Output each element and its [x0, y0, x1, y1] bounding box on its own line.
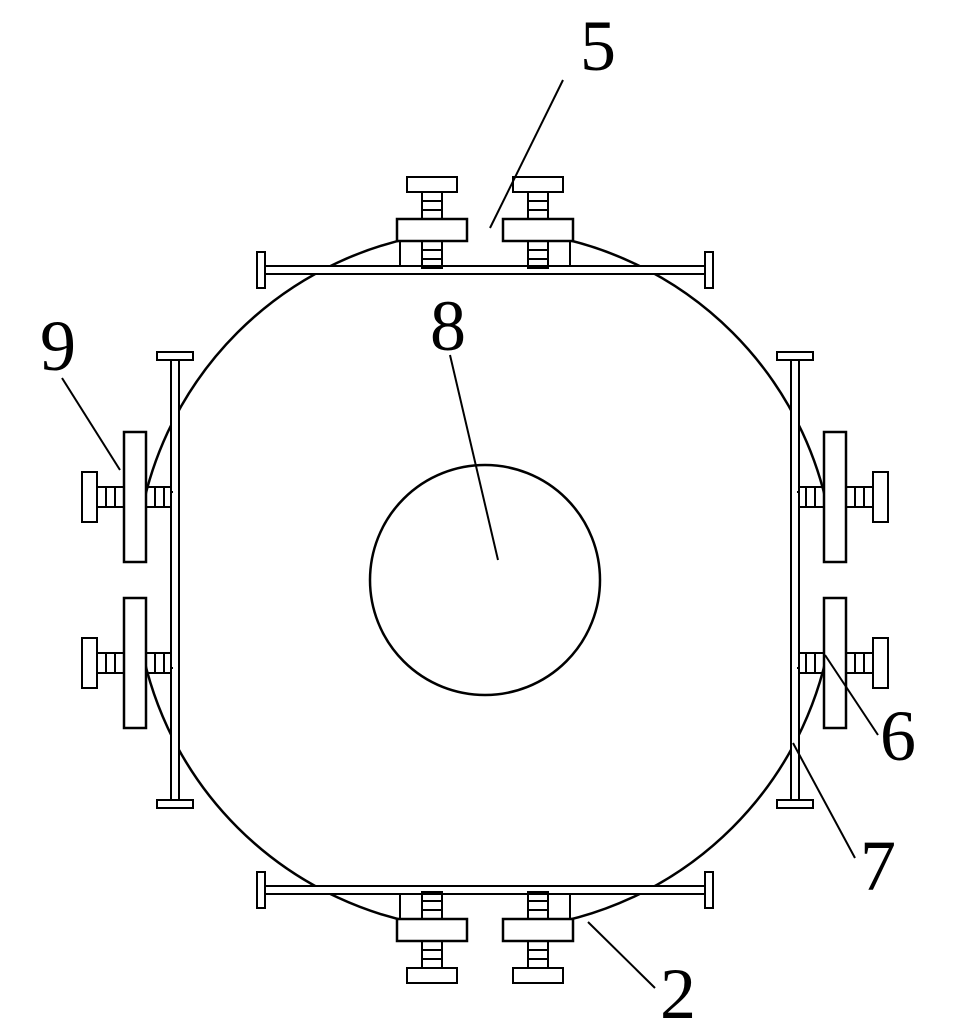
- callout-label: 8: [430, 286, 466, 366]
- callout-label: 9: [40, 306, 76, 386]
- callout-label: 2: [660, 954, 696, 1031]
- callout-label: 6: [880, 696, 916, 776]
- mechanical-diagram: 5 8 9 6 7 2: [0, 0, 971, 1031]
- callout-label: 7: [860, 826, 896, 906]
- callout-label: 5: [580, 6, 616, 86]
